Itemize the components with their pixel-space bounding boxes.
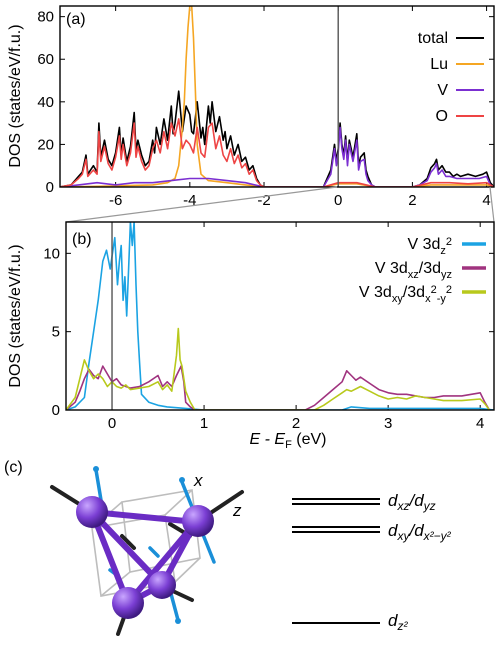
v-atom-top-right [182, 505, 214, 537]
x-tick-label: -2 [257, 192, 270, 209]
x-tick-label: 0 [334, 192, 342, 209]
series-line-2 [66, 327, 491, 410]
panel-a-label: (a) [66, 11, 86, 28]
x-tick-label: -4 [183, 192, 196, 209]
vanadium-atoms [76, 496, 214, 619]
legend-a-label-1: Lu [430, 56, 448, 73]
v-atom-bottom [112, 587, 144, 619]
series-line-1 [66, 365, 491, 410]
panel-b-dos-chart: 0 1 2 3 4 0 5 10 (b) V 3dz2 V 3dxz/3dyz V 3dxy/3d… [7, 221, 495, 451]
x-tick-label: 4 [476, 415, 484, 432]
y-tick-label: 20 [37, 136, 54, 153]
x-tick-label: 2 [408, 192, 416, 209]
x-tick-label: 3 [384, 415, 392, 432]
axis-label-x: x [193, 471, 203, 490]
panel-b-legend: V 3dz2 V 3dxz/3dyz V 3dxy/3dx2-y2 [359, 236, 486, 305]
legend-a-label-2: V [437, 82, 448, 99]
y-tick-label: 10 [43, 245, 60, 262]
x-tick-label: 0 [108, 415, 116, 432]
panel-a-legend: total Lu VO [418, 30, 484, 125]
level-label-dxz-dyz: dxz/dyz [388, 491, 436, 513]
legend-a-label-3: O [436, 108, 448, 125]
crystal-field-levels [292, 498, 380, 624]
y-tick-label: 0 [52, 402, 60, 419]
panel-b-xlabel: E - EF (eV) [250, 431, 327, 451]
zoom-connector-left [65, 186, 338, 223]
series-line-2 [60, 126, 494, 187]
legend-b-label-2: V 3dxy/3dx2-y2 [359, 284, 452, 305]
xlabel-minus-e: - E [260, 431, 285, 448]
panel-c-label: (c) [4, 459, 23, 476]
series-line-0 [60, 90, 494, 187]
xlabel-unit: (eV) [292, 431, 327, 448]
v-atom-top-left [76, 496, 108, 528]
y-tick-label: 80 [37, 9, 54, 26]
panel-b-label: (b) [72, 231, 92, 248]
legend-a-label-0: total [418, 30, 448, 47]
panel-b-ticks: 0 1 2 3 4 0 5 10 [43, 222, 494, 432]
series-line-0 [66, 222, 494, 410]
axis-label-z: z [232, 501, 242, 520]
v-atom-center [148, 571, 176, 599]
zoom-connector-right [489, 186, 495, 223]
legend-b-label-1: V 3dxz/3dyz [375, 260, 452, 281]
xlabel-f-subscript: F [285, 439, 292, 451]
legend-b-label-0: V 3dz2 [407, 236, 452, 257]
vanadium-bonds [89, 509, 199, 606]
x-tick-label: 1 [200, 415, 208, 432]
x-tick-label: -6 [109, 192, 122, 209]
y-tick-label: 60 [37, 51, 54, 68]
blue-axis-tips [93, 466, 185, 624]
panel-c-structure: (c) [4, 459, 452, 636]
panel-a-frame [59, 5, 495, 188]
x-tick-label: 2 [292, 415, 300, 432]
panel-a-ylabel: DOS (states/eV/f.u.) [7, 24, 24, 167]
panel-b-series [66, 222, 494, 410]
panel-b-ylabel: DOS (states/eV/f.u.) [7, 244, 24, 387]
series-line-3 [60, 118, 494, 187]
level-label-dxy-dx2y2: dxy/dx²−y² [388, 521, 452, 543]
xlabel-e: E [250, 431, 261, 448]
y-tick-label: 5 [52, 324, 60, 341]
y-tick-label: 0 [46, 179, 54, 196]
y-tick-label: 40 [37, 94, 54, 111]
panel-b-frame [65, 221, 495, 411]
x-tick-label: 4 [482, 192, 490, 209]
level-label-dz2: dz² [388, 611, 408, 633]
